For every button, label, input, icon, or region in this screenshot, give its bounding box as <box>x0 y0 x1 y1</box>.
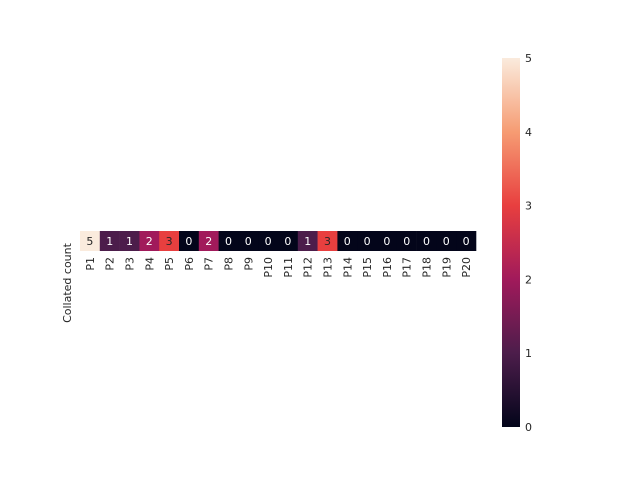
colorbar-ticks: 0 1 2 3 4 5 <box>525 52 532 434</box>
x-tick-label: P5 <box>163 257 176 271</box>
cell-value-label: 0 <box>344 235 351 248</box>
cell-value-label: 0 <box>185 235 192 248</box>
x-tick-label: P12 <box>302 257 315 278</box>
heatmap-cell <box>218 231 239 251</box>
heatmap-cell <box>139 231 160 251</box>
cell-value-label: 0 <box>463 235 470 248</box>
cell-value-label: 1 <box>126 235 133 248</box>
heatmap-cell <box>238 231 259 251</box>
heatmap-cell <box>377 231 398 251</box>
cell-value-label: 0 <box>225 235 232 248</box>
cell-value-label: 5 <box>86 235 93 248</box>
heatmap-cell <box>198 231 219 251</box>
heatmap-cell <box>80 231 101 251</box>
x-tick-label: P13 <box>322 257 335 278</box>
heatmap-cell <box>357 231 378 251</box>
x-tick-label: P3 <box>124 257 137 271</box>
heatmap-cell <box>337 231 358 251</box>
colorbar <box>502 58 520 427</box>
cell-value-label: 2 <box>205 235 212 248</box>
heatmap-cell <box>99 231 120 251</box>
colorbar-tick-label: 5 <box>525 52 532 65</box>
x-tick-label: P9 <box>242 257 255 271</box>
x-tick-label: P17 <box>401 257 414 278</box>
x-tick-label: P10 <box>262 257 275 278</box>
colorbar-tick-label: 2 <box>525 273 532 286</box>
x-axis-ticks: P1 P2 P3 P4 P5 P6 P7 P8 P9 P10 P11 P12 P13 P14 P15 P16 P… <box>84 257 473 278</box>
x-tick-label: P7 <box>203 257 216 271</box>
cell-value-label: 0 <box>403 235 410 248</box>
x-tick-label: P15 <box>361 257 374 278</box>
cell-value-label: 2 <box>146 235 153 248</box>
colorbar-tick-label: 0 <box>525 421 532 434</box>
heatmap-cell <box>456 231 477 251</box>
x-tick-label: P14 <box>341 257 354 278</box>
cell-value-label: 0 <box>443 235 450 248</box>
heatmap-cell <box>278 231 299 251</box>
cell-value-label: 3 <box>324 235 331 248</box>
x-tick-label: P8 <box>223 257 236 271</box>
heatmap-cell <box>179 231 200 251</box>
x-tick-label: P4 <box>143 257 156 271</box>
x-tick-label: P18 <box>421 257 434 278</box>
cell-value-label: 0 <box>383 235 390 248</box>
cell-value-label: 3 <box>166 235 173 248</box>
y-tick-label: Collated count <box>61 242 74 323</box>
colorbar-tick-label: 1 <box>525 347 532 360</box>
heatmap-cell <box>317 231 338 251</box>
x-tick-label: P1 <box>84 257 97 271</box>
y-axis-ticks: Collated count <box>61 242 74 323</box>
x-tick-label: P20 <box>460 257 473 278</box>
x-tick-label: P16 <box>381 257 394 278</box>
x-tick-label: P11 <box>282 257 295 278</box>
colorbar-tick-label: 4 <box>525 126 532 139</box>
cell-value-label: 0 <box>284 235 291 248</box>
heatmap-cell <box>436 231 457 251</box>
cell-value-label: 0 <box>265 235 272 248</box>
heatmap-cell <box>258 231 279 251</box>
heatmap-cell <box>396 231 417 251</box>
cell-value-label: 0 <box>423 235 430 248</box>
x-tick-label: P6 <box>183 257 196 271</box>
cell-value-label: 1 <box>106 235 113 248</box>
cell-value-label: 0 <box>245 235 252 248</box>
cell-value-label: 0 <box>364 235 371 248</box>
x-tick-label: P19 <box>440 257 453 278</box>
colorbar-tick-label: 3 <box>525 200 532 213</box>
heatmap-cell <box>297 231 318 251</box>
cell-value-label: 1 <box>304 235 311 248</box>
heatmap-cell <box>416 231 437 251</box>
heatmap-cell <box>159 231 180 251</box>
x-tick-label: P2 <box>104 257 117 271</box>
heatmap-cell <box>119 231 140 251</box>
